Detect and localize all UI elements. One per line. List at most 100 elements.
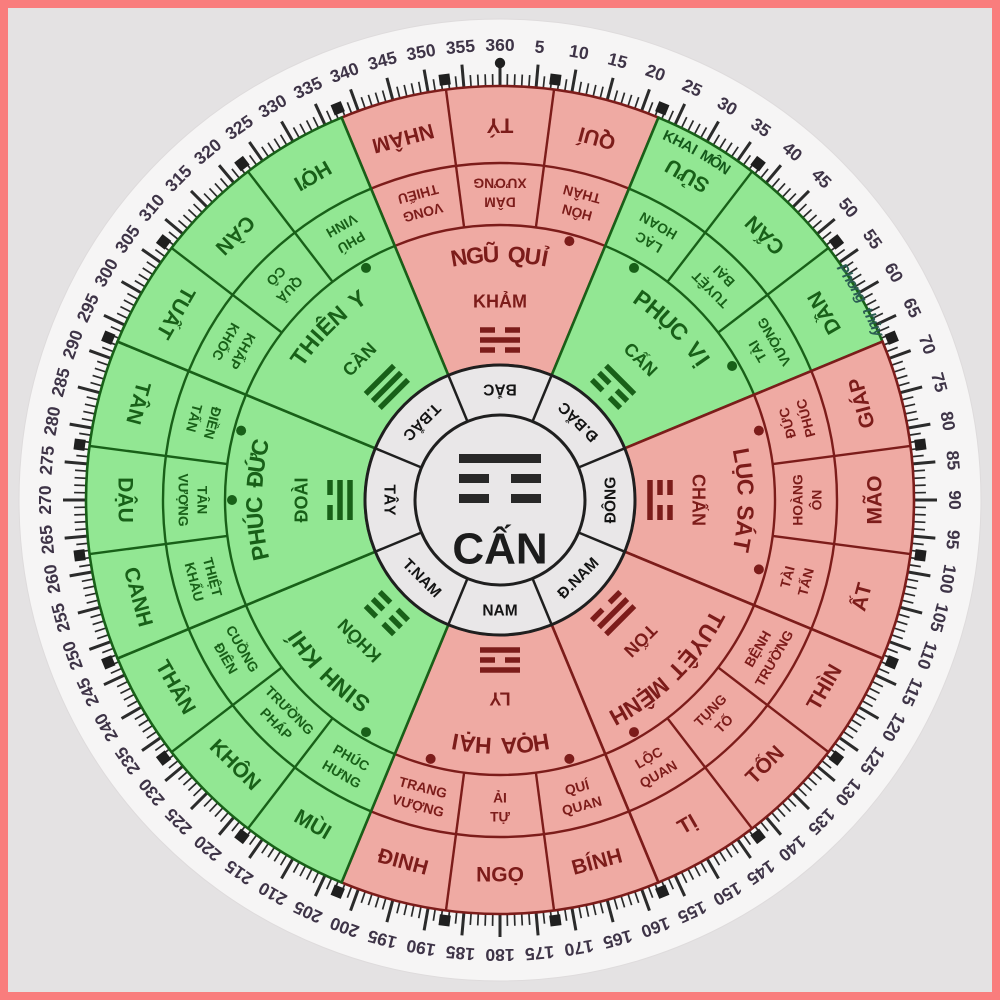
north-dot-marker — [494, 57, 506, 69]
tick-mark — [673, 873, 687, 897]
boundary-square-marker — [655, 884, 670, 899]
tick-mark — [837, 248, 859, 265]
trigram-name: KHẢM — [473, 290, 527, 311]
tick-mark — [141, 248, 163, 265]
direction-divider — [374, 531, 422, 553]
fortune-dot — [629, 727, 639, 738]
ring-divider-arc — [187, 187, 372, 372]
tick-mark — [460, 911, 466, 936]
tick-mark — [141, 735, 163, 752]
degree-labels: 5 10 15 20253035404550556065707580859095100… — [35, 35, 965, 965]
tick-mark — [534, 64, 540, 89]
direction-divider — [578, 447, 626, 469]
tick-mark — [103, 673, 127, 687]
ring-divider-arc — [187, 628, 372, 813]
mountain-label-MÃO: MÃO — [863, 476, 886, 525]
mountain-label-NGỌ: NGỌ — [476, 863, 524, 886]
segment-divider — [170, 666, 283, 753]
center-circle — [413, 413, 587, 587]
boundary-square-marker — [101, 655, 116, 670]
tick-mark — [460, 64, 466, 89]
direction-label-NAM: NAM — [482, 602, 517, 619]
tick-mark — [815, 764, 836, 783]
segment-divider — [170, 247, 283, 334]
ring-divider-arc — [370, 161, 630, 190]
ring-divider-arc — [223, 394, 248, 606]
star-label-KHẢM: Ũ — [482, 240, 500, 268]
tick-mark — [887, 349, 912, 361]
segment-divider — [89, 534, 228, 556]
ring-divider-arc — [810, 370, 839, 630]
star-label-CHẤN: Á — [730, 519, 759, 539]
fortune-dot — [227, 495, 237, 505]
tick-mark — [705, 120, 720, 144]
segment-divider — [534, 772, 556, 911]
fortune-dot — [564, 753, 575, 764]
center-label: CẤN — [452, 523, 547, 573]
trigram-glyph — [363, 363, 411, 411]
fortune-label: TỰ — [490, 809, 510, 824]
tick-mark — [790, 790, 811, 811]
tick-mark — [64, 534, 89, 540]
boundary-square-marker — [155, 234, 172, 250]
trigram-glyph — [480, 647, 520, 673]
tick-mark — [837, 735, 859, 752]
segment-divider — [666, 170, 753, 283]
ring-divider-arc — [394, 752, 606, 777]
fortune-label: ẢI — [493, 789, 507, 805]
boundary-square-marker — [884, 655, 899, 670]
tick-mark — [873, 673, 897, 687]
boundary-square-marker — [828, 234, 845, 250]
boundary-square-marker — [655, 101, 670, 116]
tick-mark — [88, 349, 113, 361]
tick-mark — [313, 873, 327, 897]
sector-TỐN: THÌNTRƯỜNGBỆNHTỐNTỐTỤNGTỊQUANLỘCTUYỆTMỆN… — [549, 549, 885, 885]
boundary-square-marker — [828, 750, 845, 766]
fortune-label: ÔN — [807, 490, 824, 511]
tick-mark — [856, 705, 880, 720]
tick-mark — [422, 906, 430, 931]
degree-tick-ring — [63, 57, 937, 937]
tick-mark — [120, 280, 144, 295]
tick-mark — [64, 460, 89, 466]
center-trigram — [459, 454, 541, 503]
trigram-glyph — [480, 327, 520, 353]
boundary-square-marker — [234, 828, 250, 845]
degree-label: 90 — [945, 490, 965, 510]
tick-mark — [217, 164, 236, 185]
segment-divider — [89, 444, 228, 466]
tick-mark — [570, 906, 578, 931]
tick-mark — [248, 837, 265, 859]
boundary-square-marker — [914, 438, 927, 451]
tick-mark — [69, 570, 94, 578]
tick-mark — [898, 385, 923, 395]
fortune-dot — [629, 262, 639, 273]
tick-mark — [217, 815, 236, 836]
tick-mark — [887, 639, 912, 651]
tick-mark — [906, 422, 931, 430]
star-label-LY: Ọ — [515, 731, 535, 759]
ring-divider-arc — [752, 394, 777, 606]
star-label-KHẢM: N — [449, 243, 470, 271]
star-label-LY: H — [531, 728, 552, 756]
tick-mark — [764, 164, 783, 185]
boundary-square-marker — [73, 438, 86, 451]
fortune-label: TÂN — [195, 486, 212, 514]
boundary-square-marker — [549, 73, 562, 86]
tick-mark — [313, 103, 327, 127]
boundary-square-marker — [73, 549, 86, 562]
star-label-ĐOÀI: C — [245, 436, 274, 458]
tick-mark — [873, 313, 897, 327]
tick-mark — [673, 103, 687, 127]
tick-mark — [88, 639, 113, 651]
fortune-dot — [753, 425, 764, 436]
tick-mark — [898, 605, 923, 615]
tick-mark — [605, 77, 615, 102]
center-seal: CẤN — [413, 413, 587, 587]
fortune-label: DÂM — [484, 195, 515, 212]
